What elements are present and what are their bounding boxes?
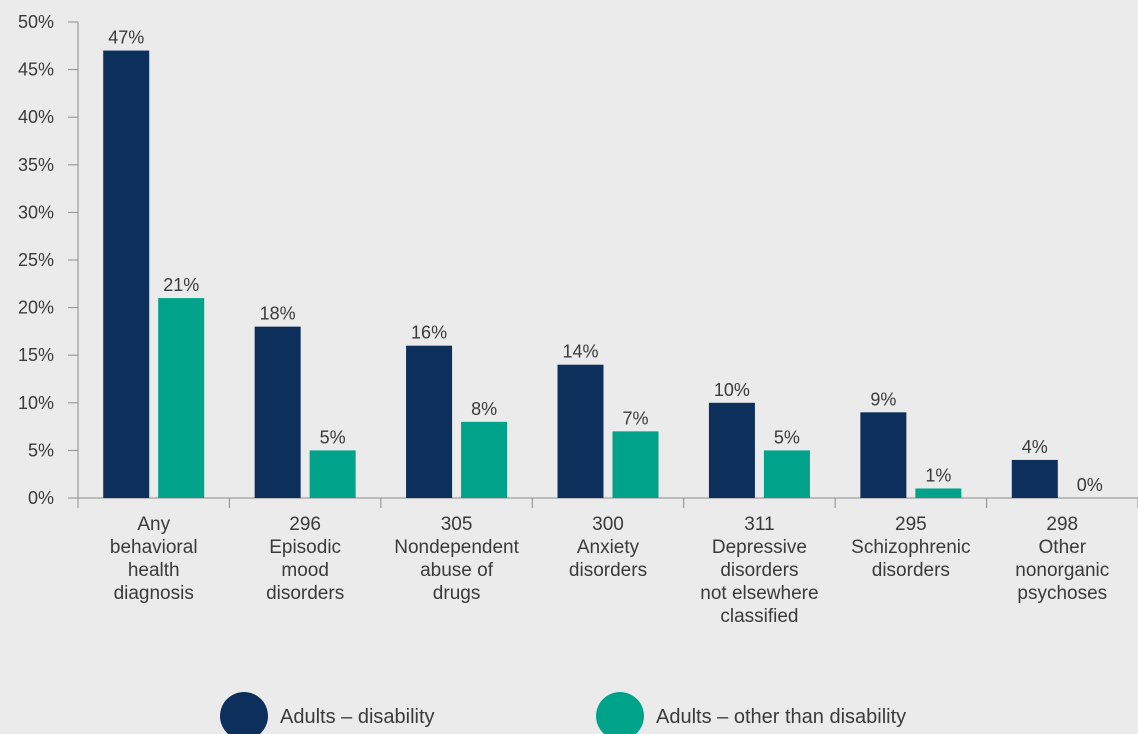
y-axis: 0% 5% 10% 15% 20% 25% 30% 35% 40% 45% 50% (18, 12, 78, 508)
value-label: 9% (870, 389, 896, 409)
bars (103, 51, 1058, 498)
bar-disability-2 (406, 346, 452, 498)
bar-other-0 (158, 298, 204, 498)
bar-other-5 (915, 488, 961, 498)
y-tick-label: 5% (28, 440, 54, 460)
category-label: 296 Episodic mood disorders (266, 514, 344, 604)
category-label: 300 Anxiety disorders (569, 514, 647, 581)
category-label: 295 Schizophrenic disorders (851, 514, 970, 581)
y-tick-label: 50% (18, 12, 54, 32)
y-tick-label: 20% (18, 298, 54, 318)
legend-swatch (596, 692, 644, 734)
bar-disability-3 (558, 365, 604, 498)
bar-other-2 (461, 422, 507, 498)
bar-other-4 (764, 450, 810, 498)
bar-disability-4 (709, 403, 755, 498)
legend-label: Adults – other than disability (656, 706, 906, 728)
value-label: 10% (714, 380, 750, 400)
category-label: 305 Nondependent abuse of drugs (394, 514, 519, 604)
y-tick-label: 35% (18, 155, 54, 175)
value-label: 5% (774, 427, 800, 447)
bar-disability-6 (1012, 460, 1058, 498)
legend: Adults – disability Adults – other than d… (220, 692, 906, 734)
value-label: 4% (1022, 437, 1048, 457)
bar-disability-0 (103, 51, 149, 498)
y-tick-label: 40% (18, 107, 54, 127)
y-tick-label: 30% (18, 202, 54, 222)
value-label: 8% (471, 399, 497, 419)
value-label: 16% (411, 323, 447, 343)
value-label: 14% (562, 342, 598, 362)
category-label: Any behavioral health diagnosis (110, 514, 198, 604)
value-label: 7% (622, 408, 648, 428)
x-axis (78, 498, 1138, 508)
category-label: 298 Other nonorganic psychoses (1015, 514, 1109, 604)
bar-other-3 (613, 431, 659, 498)
legend-swatch (220, 692, 268, 734)
y-tick-label: 0% (28, 488, 54, 508)
value-label: 5% (320, 427, 346, 447)
legend-label: Adults – disability (280, 706, 435, 728)
y-tick-label: 25% (18, 250, 54, 270)
y-tick-label: 45% (18, 60, 54, 80)
value-label: 18% (260, 304, 296, 324)
value-label: 1% (925, 465, 951, 485)
category-label: 311 Depressive disorders not elsewhere class… (700, 514, 818, 627)
y-tick-label: 10% (18, 393, 54, 413)
value-label: 21% (163, 275, 199, 295)
y-tick-label: 15% (18, 345, 54, 365)
value-label: 0% (1077, 475, 1103, 495)
bar-disability-1 (255, 327, 301, 498)
category-labels: Any behavioral health diagnosis 296 Episodic m… (110, 514, 1109, 627)
bar-disability-5 (860, 412, 906, 498)
value-label: 47% (108, 28, 144, 48)
bar-other-1 (310, 450, 356, 498)
